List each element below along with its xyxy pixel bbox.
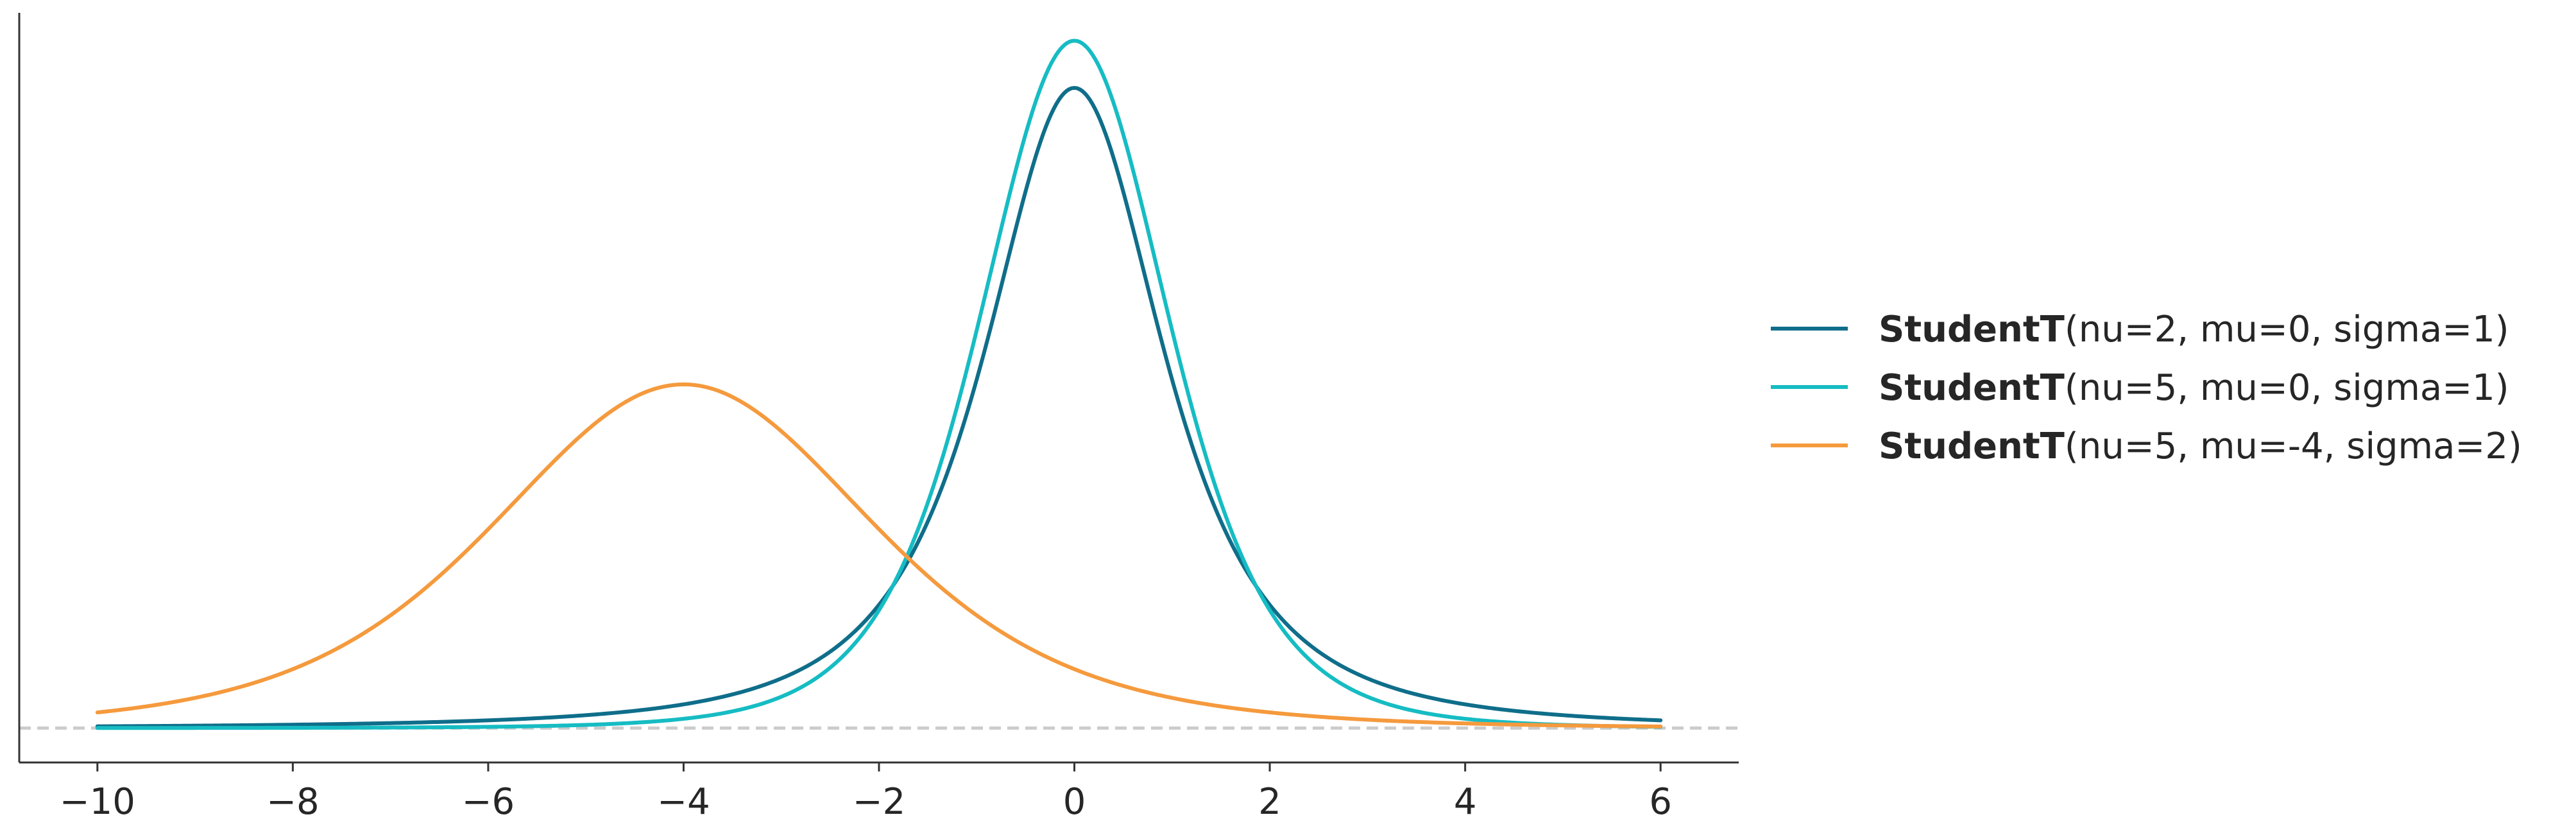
legend-series-params: (nu=5, mu=0, sigma=1) (2065, 367, 2509, 409)
x-tick-label: 4 (1454, 781, 1477, 823)
legend-series-name: StudentT (1879, 367, 2065, 409)
legend-series-name: StudentT (1879, 309, 2065, 350)
legend-entry-3: StudentT(nu=5, mu=-4, sigma=2) (1879, 426, 2522, 467)
legend-series-params: (nu=5, mu=-4, sigma=2) (2065, 426, 2522, 467)
legend: StudentT(nu=2, mu=0, sigma=1)StudentT(nu… (1771, 309, 2522, 467)
x-tick-label: −8 (266, 781, 320, 823)
x-tick-label: −2 (853, 781, 906, 823)
legend-entry-1: StudentT(nu=2, mu=0, sigma=1) (1879, 309, 2509, 350)
axis-layer (18, 13, 1739, 764)
x-tick-label: 6 (1649, 781, 1672, 823)
x-tick-label: 2 (1258, 781, 1281, 823)
x-tick-label: −6 (462, 781, 515, 823)
x-ticks-layer: −10 −8 −6 −4 −2 0 2 4 6 (60, 762, 1672, 823)
legend-series-name: StudentT (1879, 426, 2065, 467)
series-layer (95, 39, 1663, 730)
x-tick-label: 0 (1063, 781, 1086, 823)
legend-entry-2: StudentT(nu=5, mu=0, sigma=1) (1879, 367, 2509, 409)
x-tick-label: −10 (60, 781, 135, 823)
x-tick-label: −4 (657, 781, 710, 823)
series-line-3 (95, 382, 1663, 728)
series-line-1 (95, 85, 1663, 728)
series-line-2 (95, 39, 1663, 730)
legend-series-params: (nu=2, mu=0, sigma=1) (2065, 309, 2509, 350)
